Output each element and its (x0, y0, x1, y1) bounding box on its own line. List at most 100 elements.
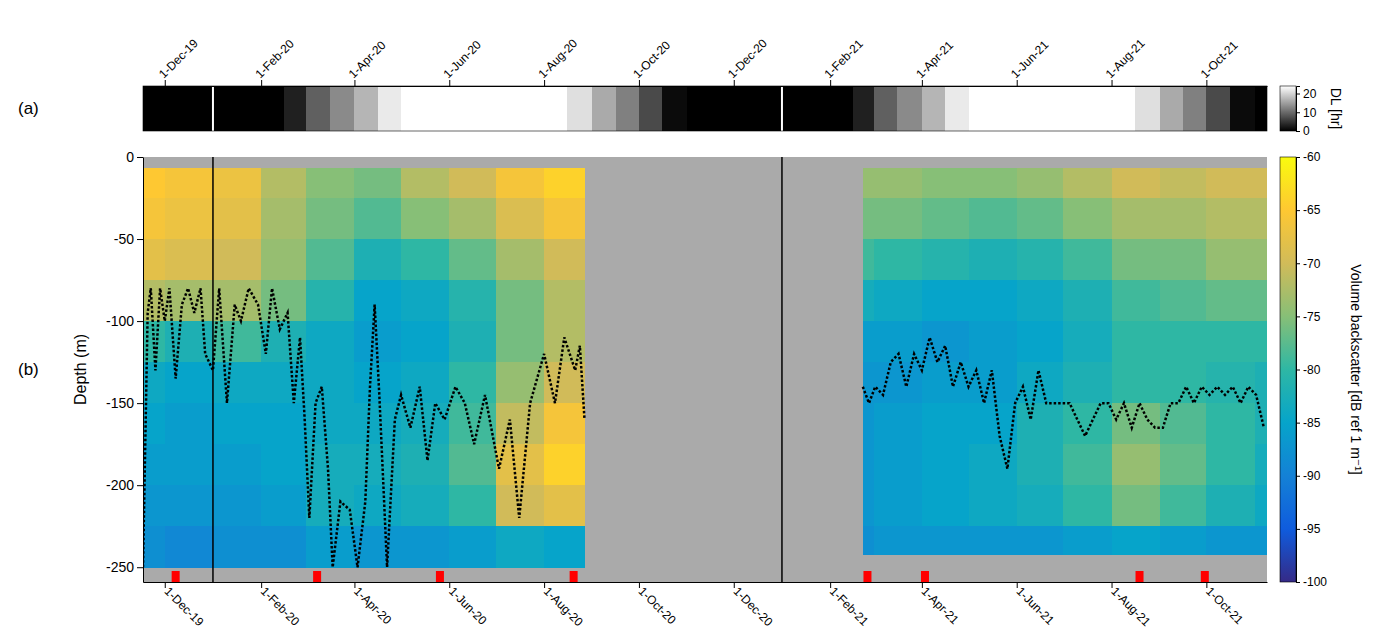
backscatter-cell (354, 239, 401, 281)
backscatter-cell (1206, 362, 1255, 404)
colorbar-tick: -65 (1296, 203, 1321, 217)
colorbar-tick: -80 (1296, 363, 1321, 377)
day-length-cell (969, 86, 1136, 131)
backscatter-cell (1255, 362, 1267, 404)
x-tick-label: 1-Oct-20 (636, 584, 679, 627)
backscatter-cell (354, 526, 401, 568)
backscatter-cell (261, 239, 307, 281)
colorbar-tick-mark (1296, 582, 1300, 583)
backscatter-cell (1017, 168, 1064, 198)
backscatter-cell (143, 526, 165, 568)
depth-line (143, 288, 585, 567)
backscatter-cell (1017, 362, 1064, 404)
year-line (212, 86, 214, 131)
x-tick: 1-Feb-20 (258, 582, 303, 629)
x-tick: 1-Apr-21 (919, 582, 962, 627)
x-tick-label: 1-Feb-20 (252, 36, 297, 81)
colorbar-tick: -95 (1296, 522, 1321, 536)
colorbar-axis: -60-65-70-75-80-85-90-95-100 (1296, 150, 1327, 589)
backscatter-cell (1063, 321, 1112, 363)
x-axis: 1-Dec-191-Feb-201-Apr-201-Jun-201-Aug-20… (144, 36, 1268, 86)
backscatter-cell (1017, 280, 1064, 322)
backscatter-cell (874, 321, 923, 363)
backscatter-cell (1206, 526, 1255, 554)
x-tick-label: 1-Apr-20 (346, 38, 389, 81)
backscatter-cell (449, 198, 496, 240)
backscatter-cell (306, 198, 355, 240)
backscatter-cell (1063, 239, 1112, 281)
backscatter-cell (261, 280, 307, 322)
x-tick-mark (449, 582, 450, 588)
y-tick: 0 (126, 149, 143, 165)
backscatter-cell (544, 485, 585, 527)
backscatter-cell (1255, 526, 1267, 554)
backscatter-cell (354, 444, 401, 486)
colorbar-tick-mark (1296, 370, 1300, 371)
event-marker (1136, 571, 1144, 582)
backscatter-cell (1017, 485, 1064, 527)
backscatter-cell (1255, 198, 1267, 240)
event-marker (1201, 571, 1209, 582)
backscatter-cell (544, 168, 585, 198)
backscatter-cell (354, 362, 401, 404)
backscatter-cell (922, 168, 969, 198)
backscatter-cell (449, 403, 496, 445)
backscatter-cell (165, 485, 214, 527)
x-tick-label: 1-Aug-21 (1108, 584, 1153, 629)
backscatter-cell (261, 485, 307, 527)
backscatter-cell (213, 321, 262, 363)
backscatter-cell (1063, 280, 1112, 322)
colorbar-tick-label: -70 (1303, 257, 1321, 271)
backscatter-cell (1063, 198, 1112, 240)
colorbar-tick: -60 (1296, 150, 1321, 164)
backscatter-cell (1112, 239, 1161, 281)
x-tick: 1-Oct-21 (1203, 582, 1246, 627)
backscatter-cell (449, 168, 496, 198)
x-tick: 1-Oct-20 (630, 38, 673, 86)
x-tick-mark (830, 582, 831, 588)
x-tick: 1-Apr-21 (913, 38, 956, 86)
x-tick-mark (1112, 582, 1113, 588)
backscatter-cell (922, 239, 969, 281)
backscatter-cell (1206, 444, 1255, 486)
day-length-cell (143, 86, 285, 131)
y-tick: -250 (106, 559, 143, 575)
y-tick: -200 (106, 477, 143, 493)
backscatter-cell (213, 444, 262, 486)
colorbar-tick-mark (1296, 210, 1300, 211)
backscatter-cell (1206, 239, 1255, 281)
x-tick-label: 1-Feb-21 (827, 584, 872, 629)
day-length-cell (1230, 86, 1255, 131)
backscatter-cell (544, 280, 585, 322)
event-marker (570, 571, 578, 582)
x-tick-mark (922, 582, 923, 588)
day-length-cell (945, 86, 969, 131)
y-tick-label: -150 (106, 395, 134, 411)
colorbar-tick-label: 20 (1303, 87, 1317, 101)
x-tick: 1-Feb-21 (827, 582, 872, 629)
backscatter-cell (213, 168, 262, 198)
day-length-cell (567, 86, 592, 131)
backscatter-cell (496, 168, 545, 198)
backscatter-cell (1112, 362, 1161, 404)
backscatter-cell (401, 362, 450, 404)
backscatter-cell (165, 168, 214, 198)
backscatter-cell (1206, 198, 1255, 240)
backscatter-cell (165, 403, 214, 445)
backscatter-cell (922, 485, 969, 527)
colorbar (1280, 86, 1296, 131)
backscatter-cell (213, 362, 262, 404)
x-tick: 1-Dec-20 (731, 582, 776, 629)
backscatter-cell (143, 168, 165, 198)
backscatter-cell (354, 485, 401, 527)
backscatter-cell (1017, 198, 1064, 240)
backscatter-cell (496, 239, 545, 281)
backscatter-cell (354, 280, 401, 322)
backscatter-cell (1206, 485, 1255, 527)
backscatter-cell (496, 526, 545, 568)
backscatter-cell (874, 168, 923, 198)
x-tick-label: 1-Aug-21 (1103, 36, 1148, 81)
backscatter-cell (1063, 362, 1112, 404)
colorbar-tick-label: -80 (1303, 363, 1321, 377)
colorbar-tick-mark (1296, 476, 1300, 477)
